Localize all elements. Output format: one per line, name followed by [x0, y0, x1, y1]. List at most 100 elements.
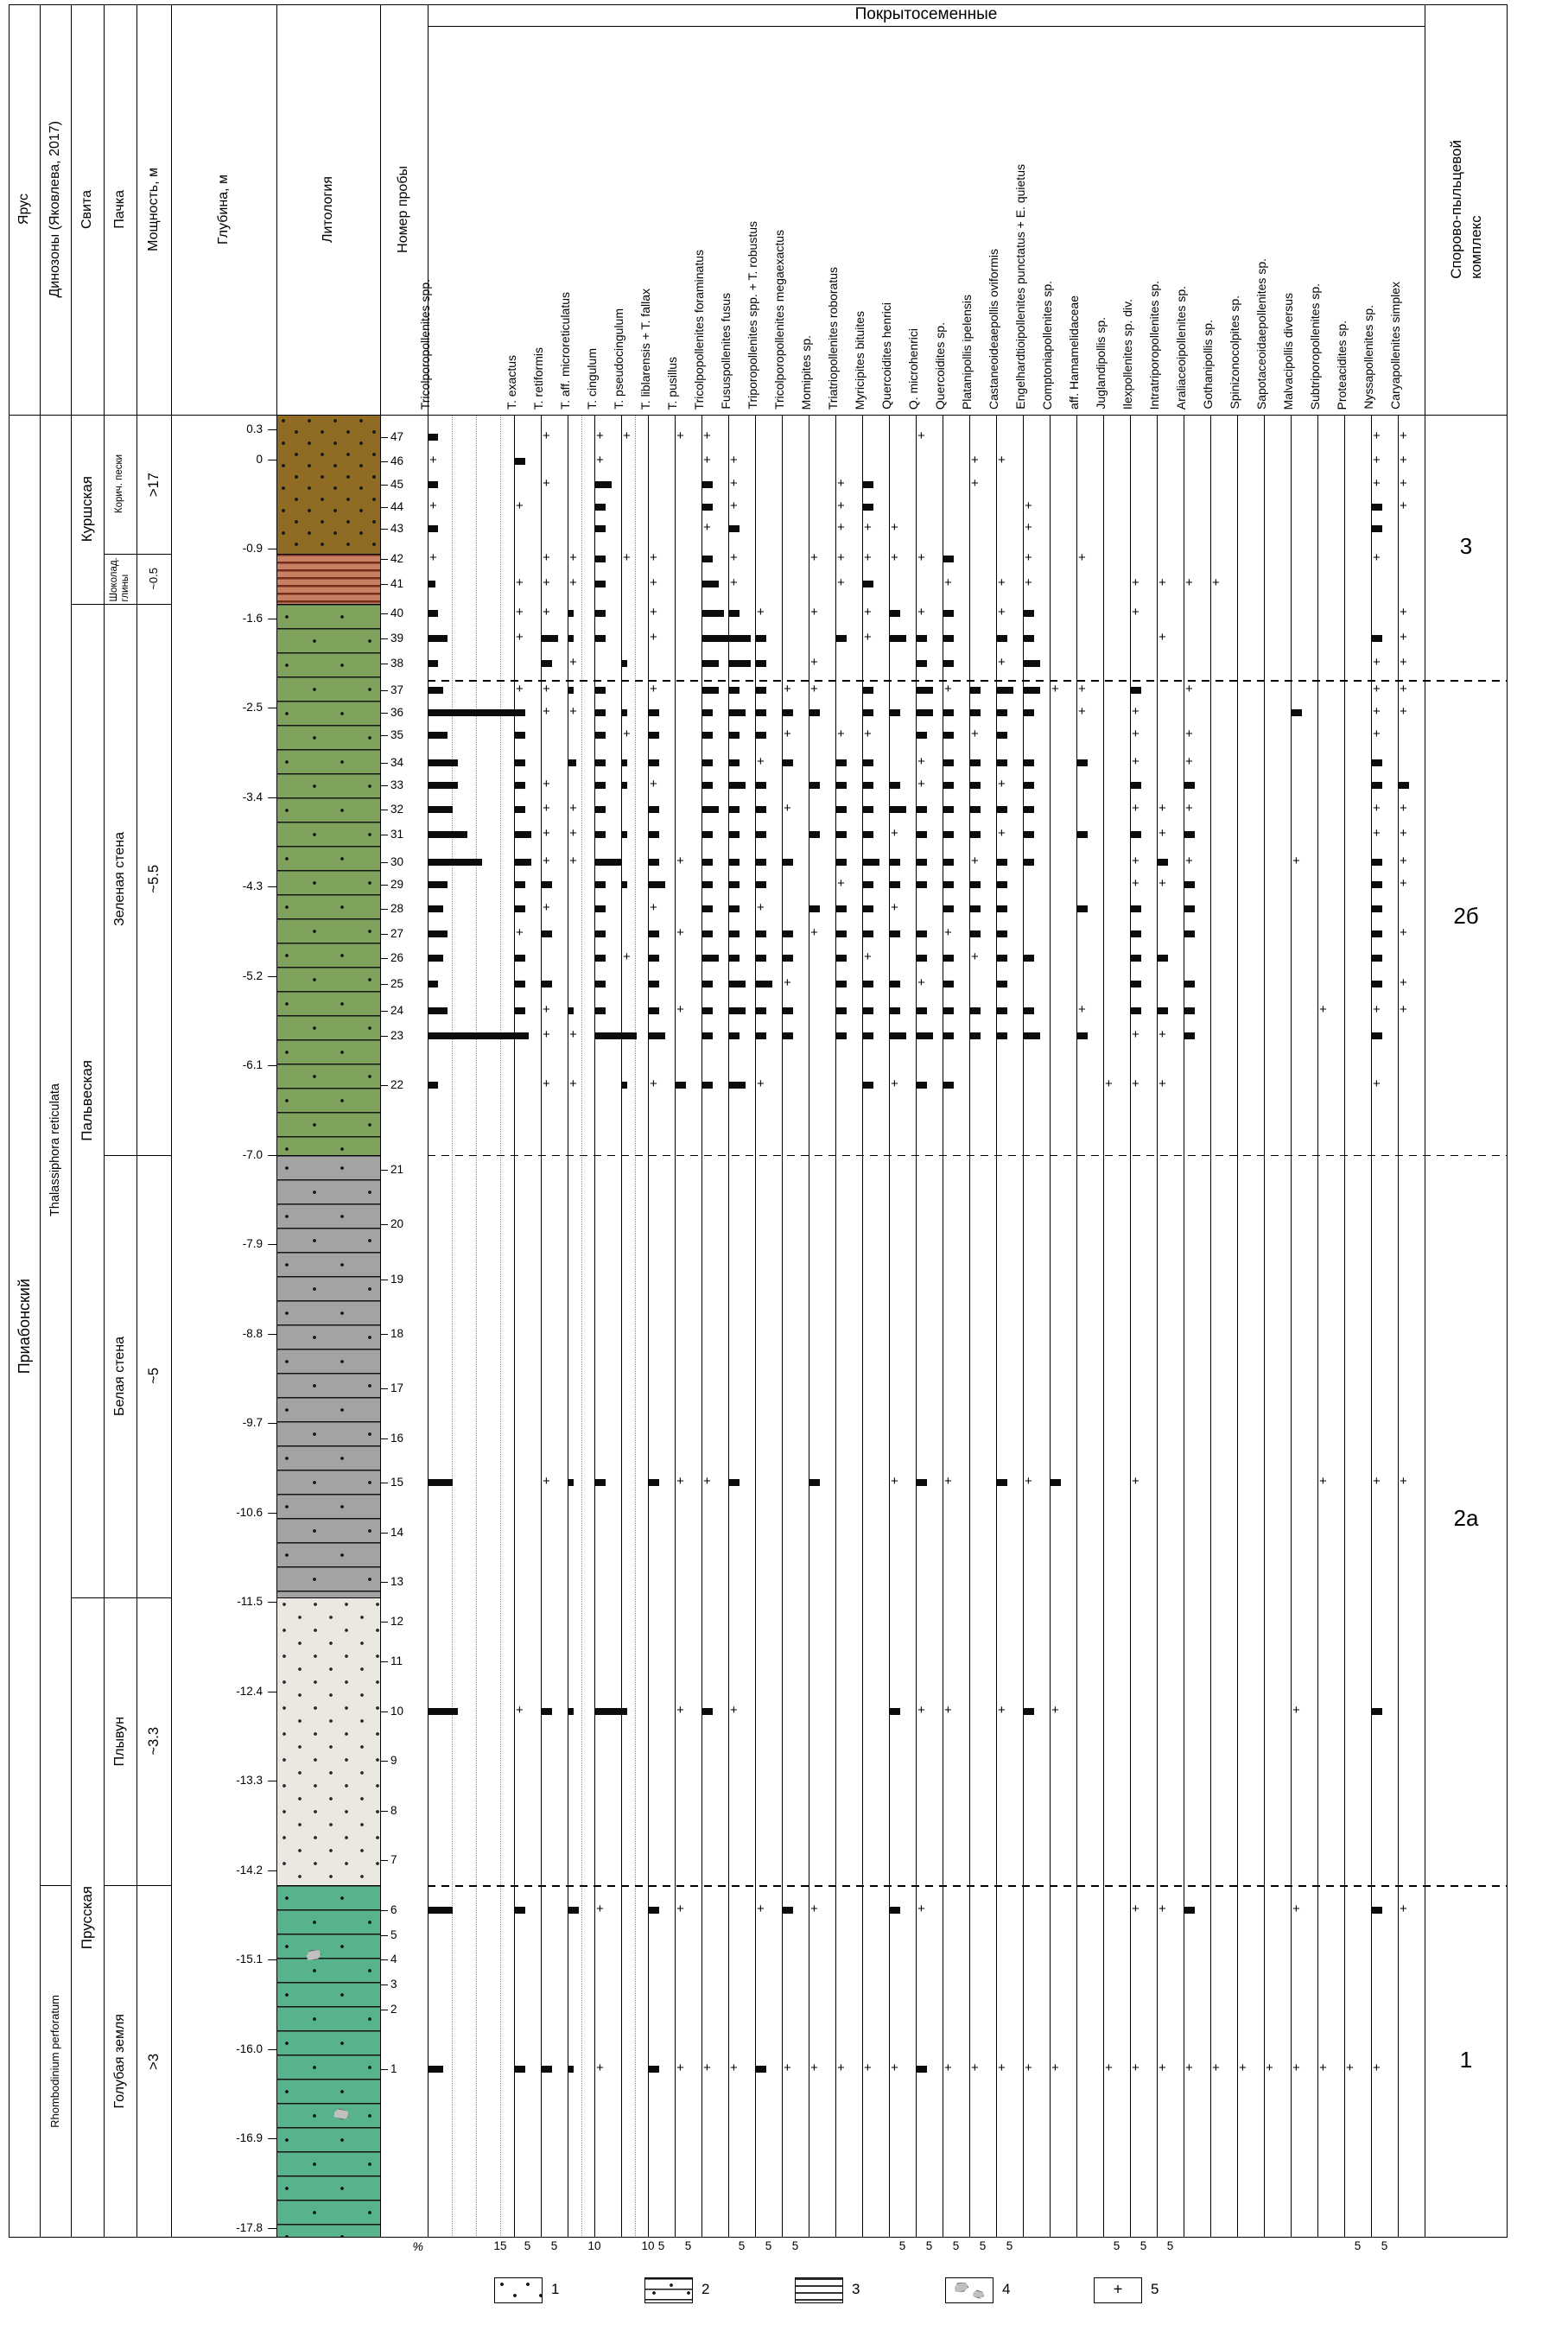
legend-number: 5 — [1151, 2281, 1159, 2297]
depth-label: -12.4 — [236, 1684, 263, 1698]
strat-cell-boundary — [71, 603, 104, 605]
occurrence-plus: + — [543, 575, 550, 590]
occurrence-plus: + — [944, 2060, 952, 2075]
abundance-bar — [863, 1032, 874, 1039]
occurrence-plus: + — [757, 605, 765, 619]
occurrence-plus: + — [1373, 681, 1381, 696]
abundance-bar — [1372, 880, 1383, 888]
sample-tick — [380, 1532, 388, 1534]
sample-number: 26 — [390, 951, 404, 965]
sample-number: 35 — [390, 728, 404, 742]
column-header-label: Глубина, м — [215, 174, 231, 244]
taxon-label: Spinizonocolpites sp. — [1228, 295, 1241, 410]
abundance-bar — [568, 634, 575, 642]
occurrence-plus: + — [596, 429, 604, 444]
occurrence-plus: + — [516, 681, 524, 696]
taxon-label: Fususpollenites fusus — [719, 293, 733, 410]
abundance-bar — [429, 525, 439, 533]
occurrence-plus: + — [864, 949, 872, 965]
sample-number: 25 — [390, 976, 404, 990]
column-divider — [380, 4, 381, 2238]
abundance-bar — [702, 555, 714, 562]
sample-tick — [380, 613, 388, 614]
abundance-bar — [429, 1707, 458, 1715]
occurrence-plus: + — [1185, 753, 1193, 769]
occurrence-plus: + — [650, 605, 657, 619]
abundance-bar — [429, 709, 521, 716]
occurrence-plus: + — [1185, 800, 1193, 816]
occurrence-plus: + — [917, 776, 925, 791]
abundance-bar — [1131, 905, 1142, 912]
occurrence-plus: + — [1132, 875, 1139, 891]
sample-tick — [380, 934, 388, 936]
sample-number: 10 — [390, 1704, 404, 1718]
percent-scale-label: 5 — [898, 2239, 906, 2252]
sample-number: 36 — [390, 706, 404, 719]
abundance-bar — [1024, 610, 1035, 617]
taxon-axis — [755, 415, 756, 2238]
abundance-bar — [809, 1479, 821, 1487]
abundance-bar — [997, 759, 1008, 766]
member-label: Плывун — [111, 1716, 127, 1766]
abundance-bar — [429, 858, 482, 866]
occurrence-plus: + — [1159, 875, 1166, 891]
taxon-axis — [701, 415, 702, 2238]
percent-gridline — [500, 415, 501, 2238]
abundance-bar — [595, 610, 606, 617]
sample-tick — [380, 1170, 388, 1171]
sample-number: 28 — [390, 901, 404, 915]
abundance-bar — [595, 1032, 637, 1039]
occurrence-plus: + — [998, 1702, 1006, 1718]
sample-number: 22 — [390, 1078, 404, 1092]
abundance-bar — [702, 610, 724, 617]
abundance-bar — [729, 686, 740, 694]
occurrence-plus: + — [730, 1702, 738, 1718]
strat-cell-boundary — [104, 603, 136, 605]
occurrence-plus: + — [1400, 453, 1407, 468]
sample-tick — [380, 638, 388, 639]
taxon-label: Engelhardtioipollenites punctatus + E. q… — [1013, 164, 1027, 410]
abundance-bar — [917, 1032, 933, 1039]
occurrence-plus: + — [429, 453, 437, 468]
abundance-bar — [890, 1007, 901, 1014]
abundance-bar — [917, 1007, 928, 1014]
depth-label: -10.6 — [236, 1505, 263, 1519]
abundance-bar — [1131, 1007, 1142, 1014]
occurrence-plus: + — [1373, 727, 1381, 742]
grid-line — [276, 1597, 380, 1598]
abundance-bar — [595, 1479, 606, 1487]
percent-symbol: % — [412, 2239, 423, 2253]
taxon-label: Sapotaceoidaepollenites sp. — [1254, 257, 1268, 410]
occurrence-plus: + — [516, 575, 524, 590]
occurrence-plus: + — [1292, 853, 1300, 868]
abundance-bar — [836, 781, 847, 789]
abundance-bar — [1184, 980, 1196, 988]
occurrence-plus: + — [1373, 1076, 1381, 1092]
abundance-bar — [997, 930, 1008, 938]
sample-tick — [380, 1711, 388, 1712]
abundance-bar — [1024, 781, 1035, 789]
sample-number: 20 — [390, 1217, 404, 1231]
sample-tick — [380, 1388, 388, 1389]
occurrence-plus: + — [998, 605, 1006, 619]
abundance-bar — [729, 634, 751, 642]
occurrence-plus: + — [784, 2060, 791, 2075]
depth-label: -16.9 — [236, 2131, 263, 2145]
occurrence-plus: + — [543, 1002, 550, 1017]
occurrence-plus: + — [1319, 1002, 1327, 1017]
sample-tick — [380, 484, 388, 486]
sample-number: 43 — [390, 522, 404, 536]
abundance-bar — [568, 1007, 575, 1014]
abundance-bar — [515, 458, 526, 466]
abundance-bar — [890, 1707, 901, 1715]
rock-fragment-symbol — [971, 2289, 985, 2299]
abundance-bar — [595, 580, 606, 587]
taxon-label: Subtriporopollenites sp. — [1308, 283, 1322, 410]
depth-label: -7.0 — [242, 1147, 263, 1161]
abundance-bar — [568, 759, 577, 766]
sample-number: 34 — [390, 755, 404, 769]
abundance-bar — [568, 1906, 580, 1914]
abundance-bar — [1372, 525, 1383, 533]
zone-label: 2б — [1453, 902, 1479, 929]
abundance-bar — [595, 480, 612, 488]
